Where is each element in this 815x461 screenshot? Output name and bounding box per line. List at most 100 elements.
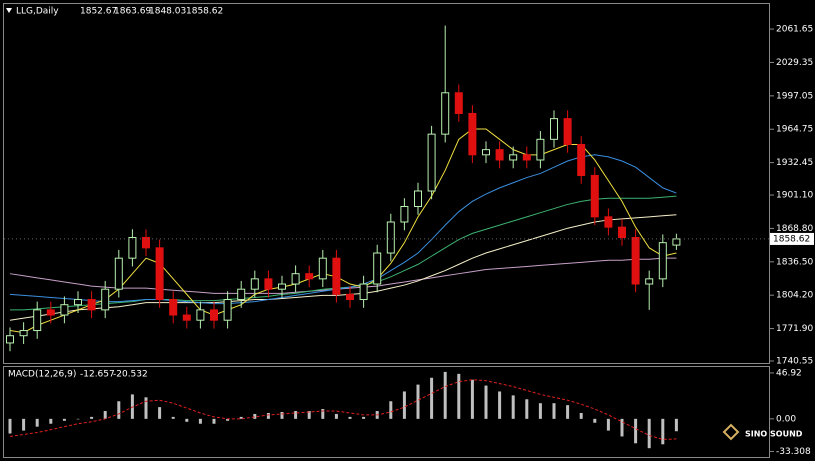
macd-bar — [239, 416, 243, 419]
line — [10, 195, 677, 311]
macd-bar — [498, 391, 502, 419]
candle-body — [182, 314, 191, 321]
candle-body — [590, 174, 599, 218]
macd-bar — [606, 418, 610, 431]
macd-bar — [511, 395, 515, 419]
candle-body — [169, 299, 178, 316]
macd-bar — [457, 373, 461, 419]
candle-body — [264, 278, 273, 290]
macd-bar — [198, 418, 202, 424]
macd-bar — [552, 403, 556, 419]
candle-body — [577, 143, 586, 176]
candle-body — [441, 92, 450, 135]
macd-bar — [674, 418, 678, 432]
candle-body — [74, 299, 82, 306]
candle-body — [672, 238, 681, 246]
line — [9, 154, 677, 305]
y-tick-label: 0.00 — [776, 414, 796, 424]
macd-bar — [647, 418, 651, 449]
candle-body — [305, 273, 314, 280]
candle-body — [563, 118, 572, 145]
candle-body — [604, 216, 613, 228]
candle-body — [114, 257, 123, 290]
candle-body — [223, 299, 232, 321]
candle-body — [373, 252, 382, 285]
candle-body — [237, 288, 246, 301]
macd-bar — [103, 411, 107, 419]
macd-bar — [171, 416, 175, 419]
macd-bar — [362, 416, 366, 419]
candle-body — [400, 205, 409, 223]
macd-bar — [266, 412, 270, 419]
candle-body — [210, 309, 218, 321]
candle-body — [46, 309, 55, 316]
line — [9, 379, 677, 440]
candle-body — [386, 221, 395, 254]
candle-body — [6, 335, 14, 344]
logo: SINO SOUND — [722, 423, 803, 441]
macd-panel — [3, 366, 770, 458]
macd-bar — [416, 384, 420, 419]
y-tick-label: 1804.20 — [776, 291, 813, 301]
candle-body — [468, 112, 477, 156]
macd-bar — [443, 371, 447, 419]
macd-bar — [470, 379, 474, 419]
macd-bar — [579, 412, 583, 419]
ohlc-value: 1852.67 — [80, 7, 117, 17]
macd-signal-value: -20.532 — [113, 370, 148, 380]
candle-body — [60, 304, 69, 316]
macd-bar — [593, 418, 597, 423]
candle-body — [332, 257, 341, 295]
price-tag-label: 1858.62 — [773, 234, 810, 244]
macd-value: -12.657 — [80, 370, 115, 380]
candle-body — [454, 92, 463, 114]
y-tick-label: 1932.45 — [776, 158, 813, 168]
macd-bar — [35, 418, 39, 427]
candle-body — [291, 273, 300, 285]
y-tick-label: 1997.05 — [776, 91, 813, 101]
candle-body — [618, 226, 626, 239]
y-tick-label: 1964.75 — [776, 125, 813, 135]
candle-body — [19, 330, 28, 337]
macd-bar — [185, 418, 189, 422]
macd-bar — [22, 418, 26, 431]
candle-body — [318, 257, 327, 280]
macd-bar — [334, 413, 338, 419]
symbol-title: LLG,Daily — [16, 7, 59, 17]
macd-bar — [62, 418, 66, 421]
candle-body — [346, 293, 354, 301]
candle-body — [155, 247, 164, 301]
macd-bar — [402, 391, 406, 419]
macd-bar — [90, 416, 94, 419]
price-tag — [770, 232, 814, 245]
macd-bar — [661, 418, 665, 445]
macd-bar — [430, 377, 434, 419]
macd-bar — [212, 418, 216, 424]
ohlc-value: 1858.62 — [186, 7, 223, 17]
macd-title: MACD(12,26,9) — [8, 370, 76, 380]
macd-bar — [620, 418, 624, 437]
macd-bar — [76, 418, 80, 420]
candle-body — [550, 118, 558, 140]
candle-body — [495, 149, 504, 161]
y-tick-label: 1771.90 — [776, 324, 813, 334]
macd-bar — [566, 405, 570, 419]
logo-text: SINO SOUND — [745, 430, 803, 439]
menu-arrow[interactable] — [6, 8, 12, 13]
candle-body — [482, 149, 490, 156]
macd-bar — [49, 418, 53, 424]
main-panel — [3, 3, 770, 364]
macd-bar — [538, 403, 542, 419]
candle-body — [631, 237, 640, 285]
y-tick-label: 2029.35 — [776, 58, 813, 68]
y-tick-label: 1740.55 — [776, 356, 813, 366]
candle-body — [658, 242, 667, 280]
y-tick-label: 2061.65 — [776, 25, 813, 35]
y-tick-label: 46.92 — [776, 368, 802, 378]
y-tick-label: 1836.50 — [776, 257, 813, 267]
macd-bar — [280, 412, 284, 419]
macd-bar — [253, 413, 257, 419]
macd-bar — [321, 409, 325, 419]
macd-bar — [8, 418, 12, 434]
